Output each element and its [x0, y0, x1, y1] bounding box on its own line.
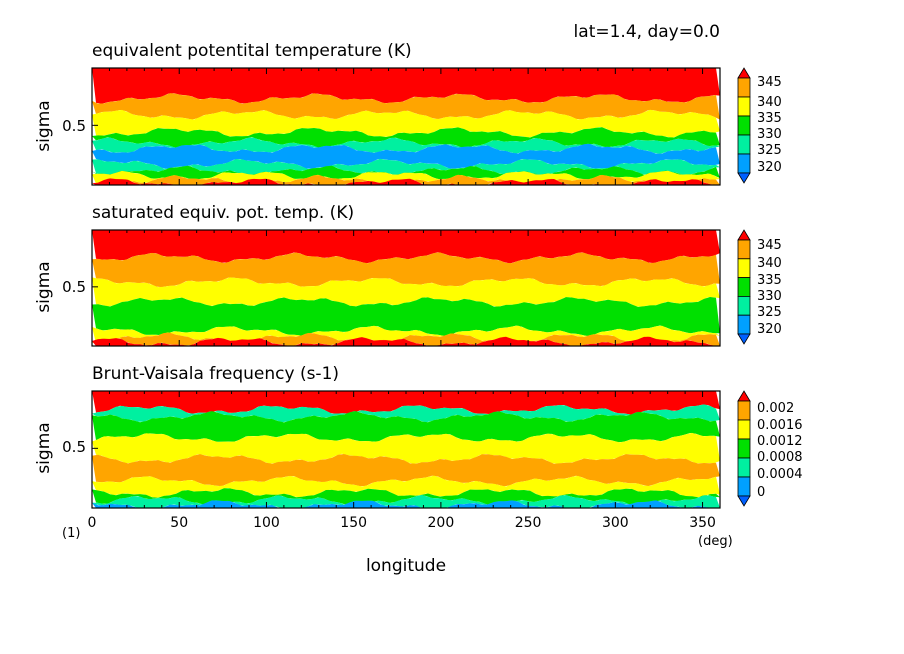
panel-1-ylabel: sigma	[34, 100, 54, 151]
x-tick-label-350: 350	[689, 515, 716, 531]
panel-2-band-5	[92, 325, 720, 344]
colorbar-2-segment-2	[737, 258, 751, 278]
panel-2-ytick: 0.5	[62, 278, 86, 296]
panel-3-ytick: 0.5	[62, 438, 86, 456]
panel-2-title: saturated equiv. pot. temp. (K)	[92, 203, 354, 223]
panel-2-band-1	[92, 230, 720, 264]
panel-3-colorbar	[737, 390, 751, 507]
colorbar-1-segment-3	[737, 115, 751, 136]
panel-2-colorbar	[737, 229, 751, 345]
panel-1-band-1	[92, 68, 720, 104]
panel-3-band-2	[92, 404, 720, 423]
panel-3-band-6	[92, 475, 720, 498]
panel-1-band-3	[92, 109, 720, 138]
panel-3-ylabel: sigma	[34, 422, 54, 473]
panel-1-band-6	[92, 143, 720, 169]
colorbar-2-segment-1	[737, 239, 751, 260]
x-unit-label: (deg)	[698, 534, 733, 549]
panel-3-band-3	[92, 411, 720, 443]
colorbar-2-top-arrow	[737, 229, 751, 241]
panel-2: saturated equiv. pot. temp. (K) sigma 0.…	[34, 203, 782, 347]
colorbar-1-segment-2	[737, 96, 751, 117]
corner-label: (1)	[62, 526, 80, 541]
panel-1-cb-label-5: 325	[757, 143, 782, 158]
panel-3-cb-label-6: 0	[757, 485, 765, 500]
panel-2-plot	[91, 229, 721, 347]
panel-1-cb-label-2: 340	[757, 95, 782, 110]
x-tick-labels: 0 50 100 150 200 250 300 350	[88, 515, 716, 531]
panel-2-cb-label-6: 320	[757, 322, 782, 337]
panel-1: equivalent potentital temperature (K) si…	[34, 41, 782, 186]
x-tick-label-250: 250	[515, 515, 542, 531]
colorbar-3-top-arrow	[737, 390, 751, 402]
colorbar-1-bottom-arrow	[737, 172, 751, 184]
panel-1-cb-label-4: 330	[757, 127, 782, 142]
panel-1-colorbar	[737, 67, 751, 184]
colorbar-2-segment-4	[737, 295, 751, 316]
panel-1-band-7	[92, 158, 720, 177]
colorbar-1-segment-1	[737, 77, 751, 98]
x-tick-label-150: 150	[340, 515, 367, 531]
colorbar-3-segment-3	[737, 438, 751, 459]
x-tick-label-200: 200	[428, 515, 455, 531]
colorbar-2-segment-3	[737, 277, 751, 297]
panel-3-cb-label-1: 0.002	[757, 401, 794, 416]
panel-2-band-6	[92, 332, 720, 346]
colorbar-3-bottom-arrow	[737, 495, 751, 507]
colorbar-3-segment-1	[737, 400, 751, 421]
panel-2-cb-label-2: 340	[757, 256, 782, 271]
panel-1-cb-label-6: 320	[757, 160, 782, 175]
panel-1-band-2	[92, 93, 720, 120]
panel-2-band-4	[92, 297, 720, 337]
panel-3-band-1	[92, 391, 720, 415]
header-label: lat=1.4, day=0.0	[574, 22, 720, 42]
colorbar-1-top-arrow	[737, 67, 751, 79]
x-tick-label-100: 100	[253, 515, 280, 531]
colorbar-2-bottom-arrow	[737, 333, 751, 345]
panel-3-band-8	[92, 494, 720, 508]
colorbar-1-segment-4	[737, 134, 751, 155]
panel-3-cb-label-2: 0.0016	[757, 418, 803, 433]
panel-3-title: Brunt-Vaisala frequency (s-1)	[92, 364, 339, 384]
colorbar-2-segment-5	[737, 314, 751, 335]
panel-3-cb-label-3: 0.0012	[757, 434, 803, 449]
panel-2-cb-label-4: 330	[757, 289, 782, 304]
x-tick-label-0: 0	[88, 515, 97, 531]
panel-1-title: equivalent potentital temperature (K)	[92, 41, 412, 61]
panel-2-band-3	[92, 277, 720, 307]
panel-1-band-4	[92, 127, 720, 149]
panel-1-cb-label-3: 335	[757, 111, 782, 126]
panel-2-cb-label-5: 325	[757, 305, 782, 320]
colorbar-3-segment-4	[737, 457, 751, 478]
x-tick-label-300: 300	[602, 515, 629, 531]
panel-2-band-2	[92, 252, 720, 288]
panel-2-cb-label-1: 345	[757, 238, 782, 253]
panel-3-cb-label-5: 0.0004	[757, 467, 803, 482]
panel-1-band-5	[92, 137, 720, 154]
panel-1-cb-label-1: 345	[757, 75, 782, 90]
x-axis-label: longitude	[366, 556, 446, 576]
x-tick-label-50: 50	[170, 515, 188, 531]
colorbar-3-segment-5	[737, 476, 751, 497]
panel-3-band-4	[92, 432, 720, 464]
panel-2-cb-label-3: 335	[757, 273, 782, 288]
panel-3-plot	[91, 390, 721, 509]
panel-3: Brunt-Vaisala frequency (s-1) sigma 0.5 …	[34, 364, 803, 509]
panel-3-cb-label-4: 0.0008	[757, 450, 803, 465]
panel-3-band-7	[92, 488, 720, 506]
colorbar-3-segment-2	[737, 419, 751, 440]
panel-1-plot	[91, 67, 721, 186]
panel-3-band-5	[92, 454, 720, 487]
colorbar-1-segment-5	[737, 153, 751, 174]
panel-1-ytick: 0.5	[62, 117, 86, 135]
panel-2-ylabel: sigma	[34, 261, 54, 312]
